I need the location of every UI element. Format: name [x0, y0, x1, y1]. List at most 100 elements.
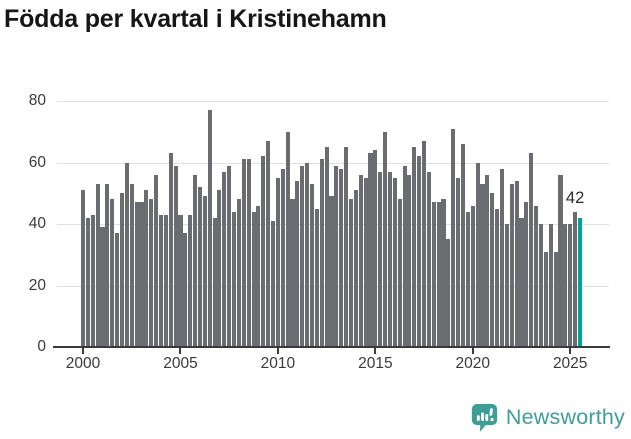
bar: [460, 144, 466, 347]
bar: [436, 202, 441, 347]
bar: [490, 193, 495, 347]
bar: [348, 199, 354, 347]
bar: [217, 190, 222, 347]
x-axis-tick-label: 2005: [163, 355, 198, 372]
bar: [392, 177, 397, 347]
bar: [163, 214, 168, 347]
bar: [553, 251, 558, 347]
bar: [353, 190, 358, 347]
bar: [95, 184, 100, 347]
bar: [154, 174, 159, 347]
x-axis-tick-label: 2025: [552, 355, 588, 372]
bar: [300, 165, 305, 347]
bar: [446, 239, 451, 347]
bar: [124, 162, 129, 347]
bar: [373, 150, 378, 347]
bar: [105, 184, 110, 347]
bar: [470, 205, 475, 347]
bar-highlighted: [577, 217, 582, 347]
x-axis-tick: [276, 348, 279, 354]
bar: [232, 211, 237, 347]
bar: [339, 168, 344, 347]
bar: [402, 165, 407, 347]
bar: [548, 224, 553, 347]
bar: [368, 153, 373, 347]
bar: [134, 202, 139, 347]
bar: [495, 208, 500, 347]
bar: [475, 162, 480, 347]
x-axis-tick-label: 2000: [65, 355, 101, 372]
x-axis-tick: [374, 348, 377, 354]
bar: [504, 224, 509, 347]
bar: [285, 131, 290, 347]
bar: [193, 174, 198, 347]
bar: [319, 159, 324, 347]
bar: [266, 140, 271, 347]
bar: [139, 202, 144, 347]
bar: [241, 159, 246, 347]
bar: [480, 184, 485, 347]
bar: [168, 153, 173, 347]
bar: [256, 205, 261, 347]
x-axis-tick: [569, 348, 572, 354]
bar: [431, 202, 436, 347]
bar: [558, 174, 563, 347]
bar: [212, 217, 217, 347]
newsworthy-logo: Newsworthy: [471, 401, 625, 433]
bar: [144, 190, 149, 347]
bar: [129, 184, 134, 347]
y-axis-tick-label: 20: [28, 276, 46, 294]
bar: [524, 202, 529, 347]
bar: [465, 211, 470, 347]
x-axis-tick: [471, 348, 474, 354]
bar: [100, 227, 105, 347]
bar: [426, 171, 431, 347]
bar-chart: 0 20 40 60 80 42 2000 2005 2010 2015 2020 2025: [28, 92, 610, 372]
x-axis-tick-label: 2020: [455, 355, 490, 372]
bar: [514, 180, 519, 347]
bar: [290, 199, 295, 347]
bar: [280, 168, 285, 347]
bar: [397, 199, 402, 347]
x-axis-tick-label: 2010: [260, 355, 296, 372]
bar: [149, 199, 154, 347]
bar: [378, 171, 383, 347]
bar: [251, 211, 256, 347]
y-axis-tick-label: 0: [37, 338, 46, 355]
bar: [519, 217, 524, 347]
plot-area: 42: [57, 101, 609, 347]
bar: [207, 110, 212, 347]
bar: [441, 199, 446, 347]
bar: [110, 199, 115, 347]
bar: [85, 217, 90, 347]
bar: [499, 168, 505, 347]
page-title: Födda per kvartal i Kristinehamn: [4, 5, 387, 33]
newsworthy-logo-text: Newsworthy: [505, 404, 625, 429]
bar: [246, 159, 251, 347]
bar: [329, 196, 334, 347]
highlighted-bar-value-label: 42: [565, 188, 585, 207]
bar: [456, 177, 461, 347]
bar: [509, 184, 514, 347]
y-axis-tick-label: 40: [28, 215, 46, 232]
x-axis-baseline: [53, 346, 610, 348]
bar: [573, 211, 578, 347]
newsworthy-logo-icon: [471, 403, 498, 432]
bar: [119, 193, 125, 347]
bar: [227, 165, 232, 347]
bar: [173, 165, 178, 347]
bar: [90, 214, 95, 347]
gridline: [57, 162, 609, 164]
bar: [363, 177, 368, 347]
bar: [178, 214, 183, 347]
bar: [197, 187, 202, 347]
bar: [563, 224, 568, 347]
bar: [309, 184, 315, 347]
gridline: [57, 101, 609, 102]
bar: [383, 131, 388, 347]
bar: [417, 156, 422, 347]
bar: [270, 220, 276, 347]
bar: [334, 165, 339, 347]
bar: [236, 199, 241, 347]
bar: [222, 171, 227, 347]
